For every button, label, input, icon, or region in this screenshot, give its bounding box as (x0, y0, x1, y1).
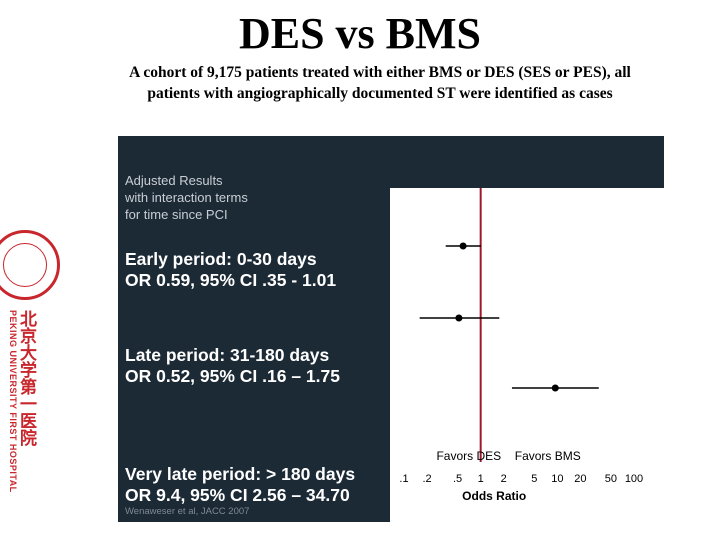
x-tick-label-3: .5 (453, 473, 462, 485)
citation-credit: Wenaweser et al, JACC 2007 (125, 506, 250, 517)
very-late-period-result: Very late period: > 180 days OR 9.4, 95%… (125, 464, 387, 506)
x-tick-label-4: 1 (478, 473, 484, 485)
forest-rows (419, 242, 599, 392)
x-tick-label-6: 5 (531, 473, 537, 485)
early-period-result: Early period: 0-30 days OR 0.59, 95% CI … (125, 249, 387, 291)
university-seal (0, 230, 60, 300)
x-tick-label-2: .2 (422, 473, 431, 485)
subtitle-line-2: patients with angiographically documente… (147, 85, 613, 102)
note-line-3: for time since PCI (125, 207, 228, 222)
note-line-2: with interaction terms (125, 190, 248, 205)
early-period-or: OR 0.59, 95% CI .35 - 1.01 (125, 270, 337, 290)
x-tick-label-9: 50 (605, 473, 617, 485)
slide-subtitle: A cohort of 9,175 patients treated with … (80, 62, 680, 104)
results-panel (118, 136, 390, 522)
subtitle-line-1: A cohort of 9,175 patients treated with … (129, 64, 631, 81)
late-period-result: Late period: 31-180 days OR 0.52, 95% CI… (125, 345, 387, 387)
late-period-label: Late period: 31-180 days (125, 345, 330, 365)
very-late-period-label: Very late period: > 180 days (125, 464, 356, 484)
slide-title: DES vs BMS (238, 9, 482, 58)
university-logo: PEKING UNIVERSITY FIRST HOSPITAL 北京大学第一医… (0, 230, 60, 493)
university-name-english: PEKING UNIVERSITY FIRST HOSPITAL (8, 310, 18, 493)
x-tick-label-5: 2 (501, 473, 507, 485)
x-tick-label-10: 100 (625, 473, 643, 485)
x-tick-label-8: 20 (574, 473, 586, 485)
x-tick-label-1: .1 (399, 473, 408, 485)
x-tick-label-7: 10 (551, 473, 563, 485)
very-late-period-or: OR 9.4, 95% CI 2.56 – 34.70 (125, 485, 350, 505)
odds-ratio-point-2 (455, 314, 463, 322)
odds-ratio-point-1 (459, 242, 467, 250)
x-axis-title: Odds Ratio (462, 489, 526, 503)
x-axis-ticks: .1 .2 .5 1 2 5 10 20 50 100 (399, 473, 643, 485)
odds-ratio-point-3 (551, 384, 559, 392)
adjusted-results-note: Adjusted Results with interaction terms … (125, 172, 325, 223)
late-period-or: OR 0.52, 95% CI .16 – 1.75 (125, 366, 340, 386)
favors-des-label: Favors DES (436, 449, 501, 463)
note-line-1: Adjusted Results (125, 173, 223, 188)
university-name-chinese: 北京大学第一医院 (16, 310, 36, 446)
early-period-label: Early period: 0-30 days (125, 249, 317, 269)
favors-bms-label: Favors BMS (515, 449, 581, 463)
